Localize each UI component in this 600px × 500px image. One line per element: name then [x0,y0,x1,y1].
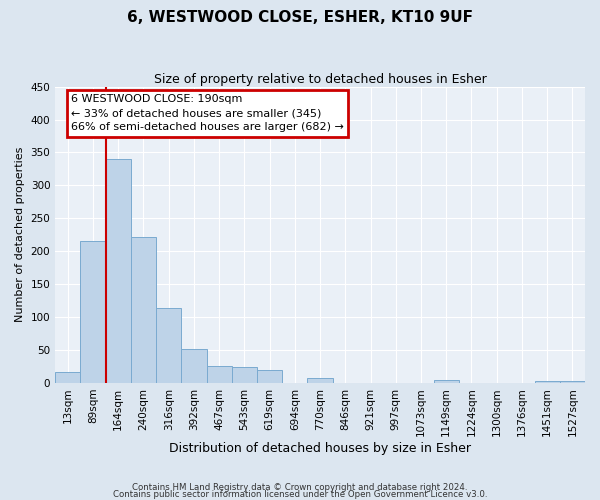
Y-axis label: Number of detached properties: Number of detached properties [15,147,25,322]
Text: Contains public sector information licensed under the Open Government Licence v3: Contains public sector information licen… [113,490,487,499]
Text: 6 WESTWOOD CLOSE: 190sqm
← 33% of detached houses are smaller (345)
66% of semi-: 6 WESTWOOD CLOSE: 190sqm ← 33% of detach… [71,94,344,132]
Text: Contains HM Land Registry data © Crown copyright and database right 2024.: Contains HM Land Registry data © Crown c… [132,484,468,492]
Bar [156,308,181,383]
Bar [232,367,257,383]
Bar [106,159,131,383]
Bar [257,370,282,383]
Bar [206,366,232,383]
Bar [434,380,459,383]
Text: 6, WESTWOOD CLOSE, ESHER, KT10 9UF: 6, WESTWOOD CLOSE, ESHER, KT10 9UF [127,10,473,25]
Bar [131,236,156,383]
Bar [535,381,560,383]
Bar [181,348,206,383]
Bar [55,372,80,383]
X-axis label: Distribution of detached houses by size in Esher: Distribution of detached houses by size … [169,442,471,455]
Bar [307,378,332,383]
Title: Size of property relative to detached houses in Esher: Size of property relative to detached ho… [154,72,487,86]
Bar [80,242,106,383]
Bar [560,381,585,383]
